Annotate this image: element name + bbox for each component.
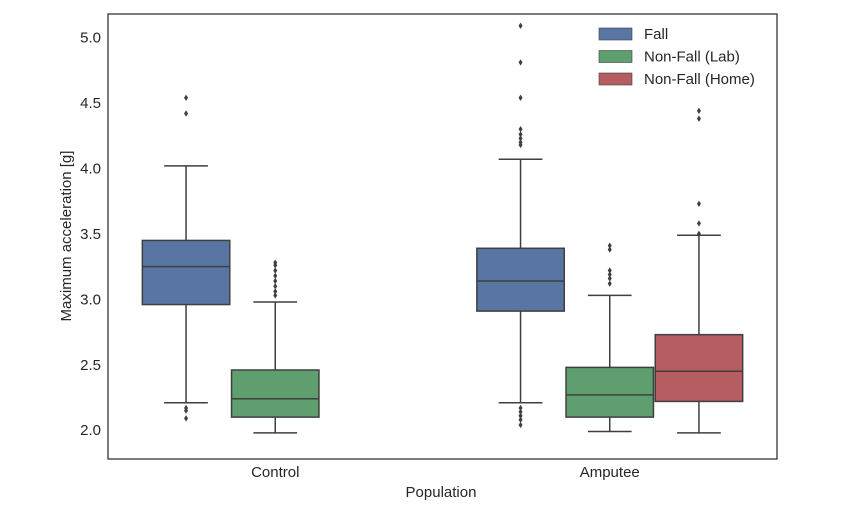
- legend-item: Non-Fall (Lab): [598, 49, 740, 66]
- y-tick-label: 2.5: [80, 357, 101, 374]
- outlier-point: [607, 271, 612, 278]
- legend-item: Fall: [598, 26, 668, 43]
- box-iqr: [230, 369, 320, 418]
- y-tick-label: 4.5: [80, 95, 101, 112]
- outlier-point: [518, 421, 523, 429]
- outlier-point: [518, 141, 523, 149]
- box-iqr: [141, 239, 231, 306]
- outlier-point: [696, 107, 701, 115]
- outlier-point: [273, 262, 278, 269]
- outlier-point: [696, 115, 701, 122]
- outlier-point: [607, 267, 612, 274]
- outlier-point: [273, 292, 278, 299]
- outlier-point: [518, 412, 523, 420]
- box-fall-amputee: [476, 22, 566, 429]
- outlier-point: [696, 220, 701, 227]
- outlier-point: [518, 404, 523, 412]
- outlier-point: [518, 416, 523, 423]
- x-tick-label: Amputee: [580, 464, 640, 481]
- outlier-point: [518, 131, 523, 138]
- legend-label: Fall: [644, 26, 668, 43]
- legend-label: Non-Fall (Home): [644, 71, 755, 88]
- outlier-point: [607, 246, 612, 253]
- y-tick-label: 3.0: [80, 291, 101, 308]
- x-axis-ticks: Control Amputee: [251, 464, 640, 481]
- y-axis-ticks: 2.0 2.5 3.0 3.5 4.0 4.5 5.0: [80, 30, 101, 440]
- outlier-point: [518, 94, 523, 101]
- outlier-point: [518, 22, 523, 29]
- outlier-point: [518, 135, 523, 142]
- x-tick-label: Control: [251, 464, 299, 481]
- outlier-point: [273, 283, 278, 290]
- box-iqr: [565, 366, 655, 418]
- legend: Fall Non-Fall (Lab) Non-Fall (Home): [598, 26, 755, 88]
- outlier-point: [273, 267, 278, 274]
- box-non-fall-home-amputee: [654, 107, 744, 434]
- outlier-point: [273, 272, 278, 279]
- outlier-point: [607, 280, 612, 287]
- outlier-point: [273, 277, 278, 285]
- y-tick-label: 2.0: [80, 422, 101, 439]
- y-tick-label: 3.5: [80, 226, 101, 243]
- x-axis-label: Population: [406, 484, 477, 501]
- y-axis-label: Maximum acceleration [g]: [58, 151, 75, 322]
- outlier-point: [696, 200, 701, 207]
- outlier-point: [607, 275, 612, 282]
- outlier-point: [184, 94, 189, 101]
- outlier-point: [184, 407, 189, 414]
- outlier-point: [184, 415, 189, 422]
- y-tick-label: 4.0: [80, 160, 101, 177]
- legend-label: Non-Fall (Lab): [644, 49, 740, 66]
- legend-item: Non-Fall (Home): [598, 71, 755, 88]
- outlier-point: [518, 125, 523, 133]
- box-iqr: [476, 247, 566, 312]
- box-non-fall-lab-amputee: [565, 242, 655, 433]
- outlier-point: [518, 408, 523, 416]
- legend-swatch: [598, 72, 633, 86]
- outlier-point: [273, 288, 278, 295]
- outlier-point: [696, 230, 701, 238]
- legend-swatch: [598, 50, 633, 63]
- box-iqr: [654, 333, 744, 403]
- outlier-point: [607, 242, 612, 249]
- box-non-fall-lab-control: [230, 259, 320, 434]
- boxes-layer: [141, 22, 744, 434]
- outlier-point: [518, 59, 523, 66]
- legend-swatch: [598, 27, 633, 41]
- box-fall-control: [141, 94, 231, 422]
- outlier-point: [184, 110, 189, 117]
- y-tick-label: 5.0: [80, 30, 101, 47]
